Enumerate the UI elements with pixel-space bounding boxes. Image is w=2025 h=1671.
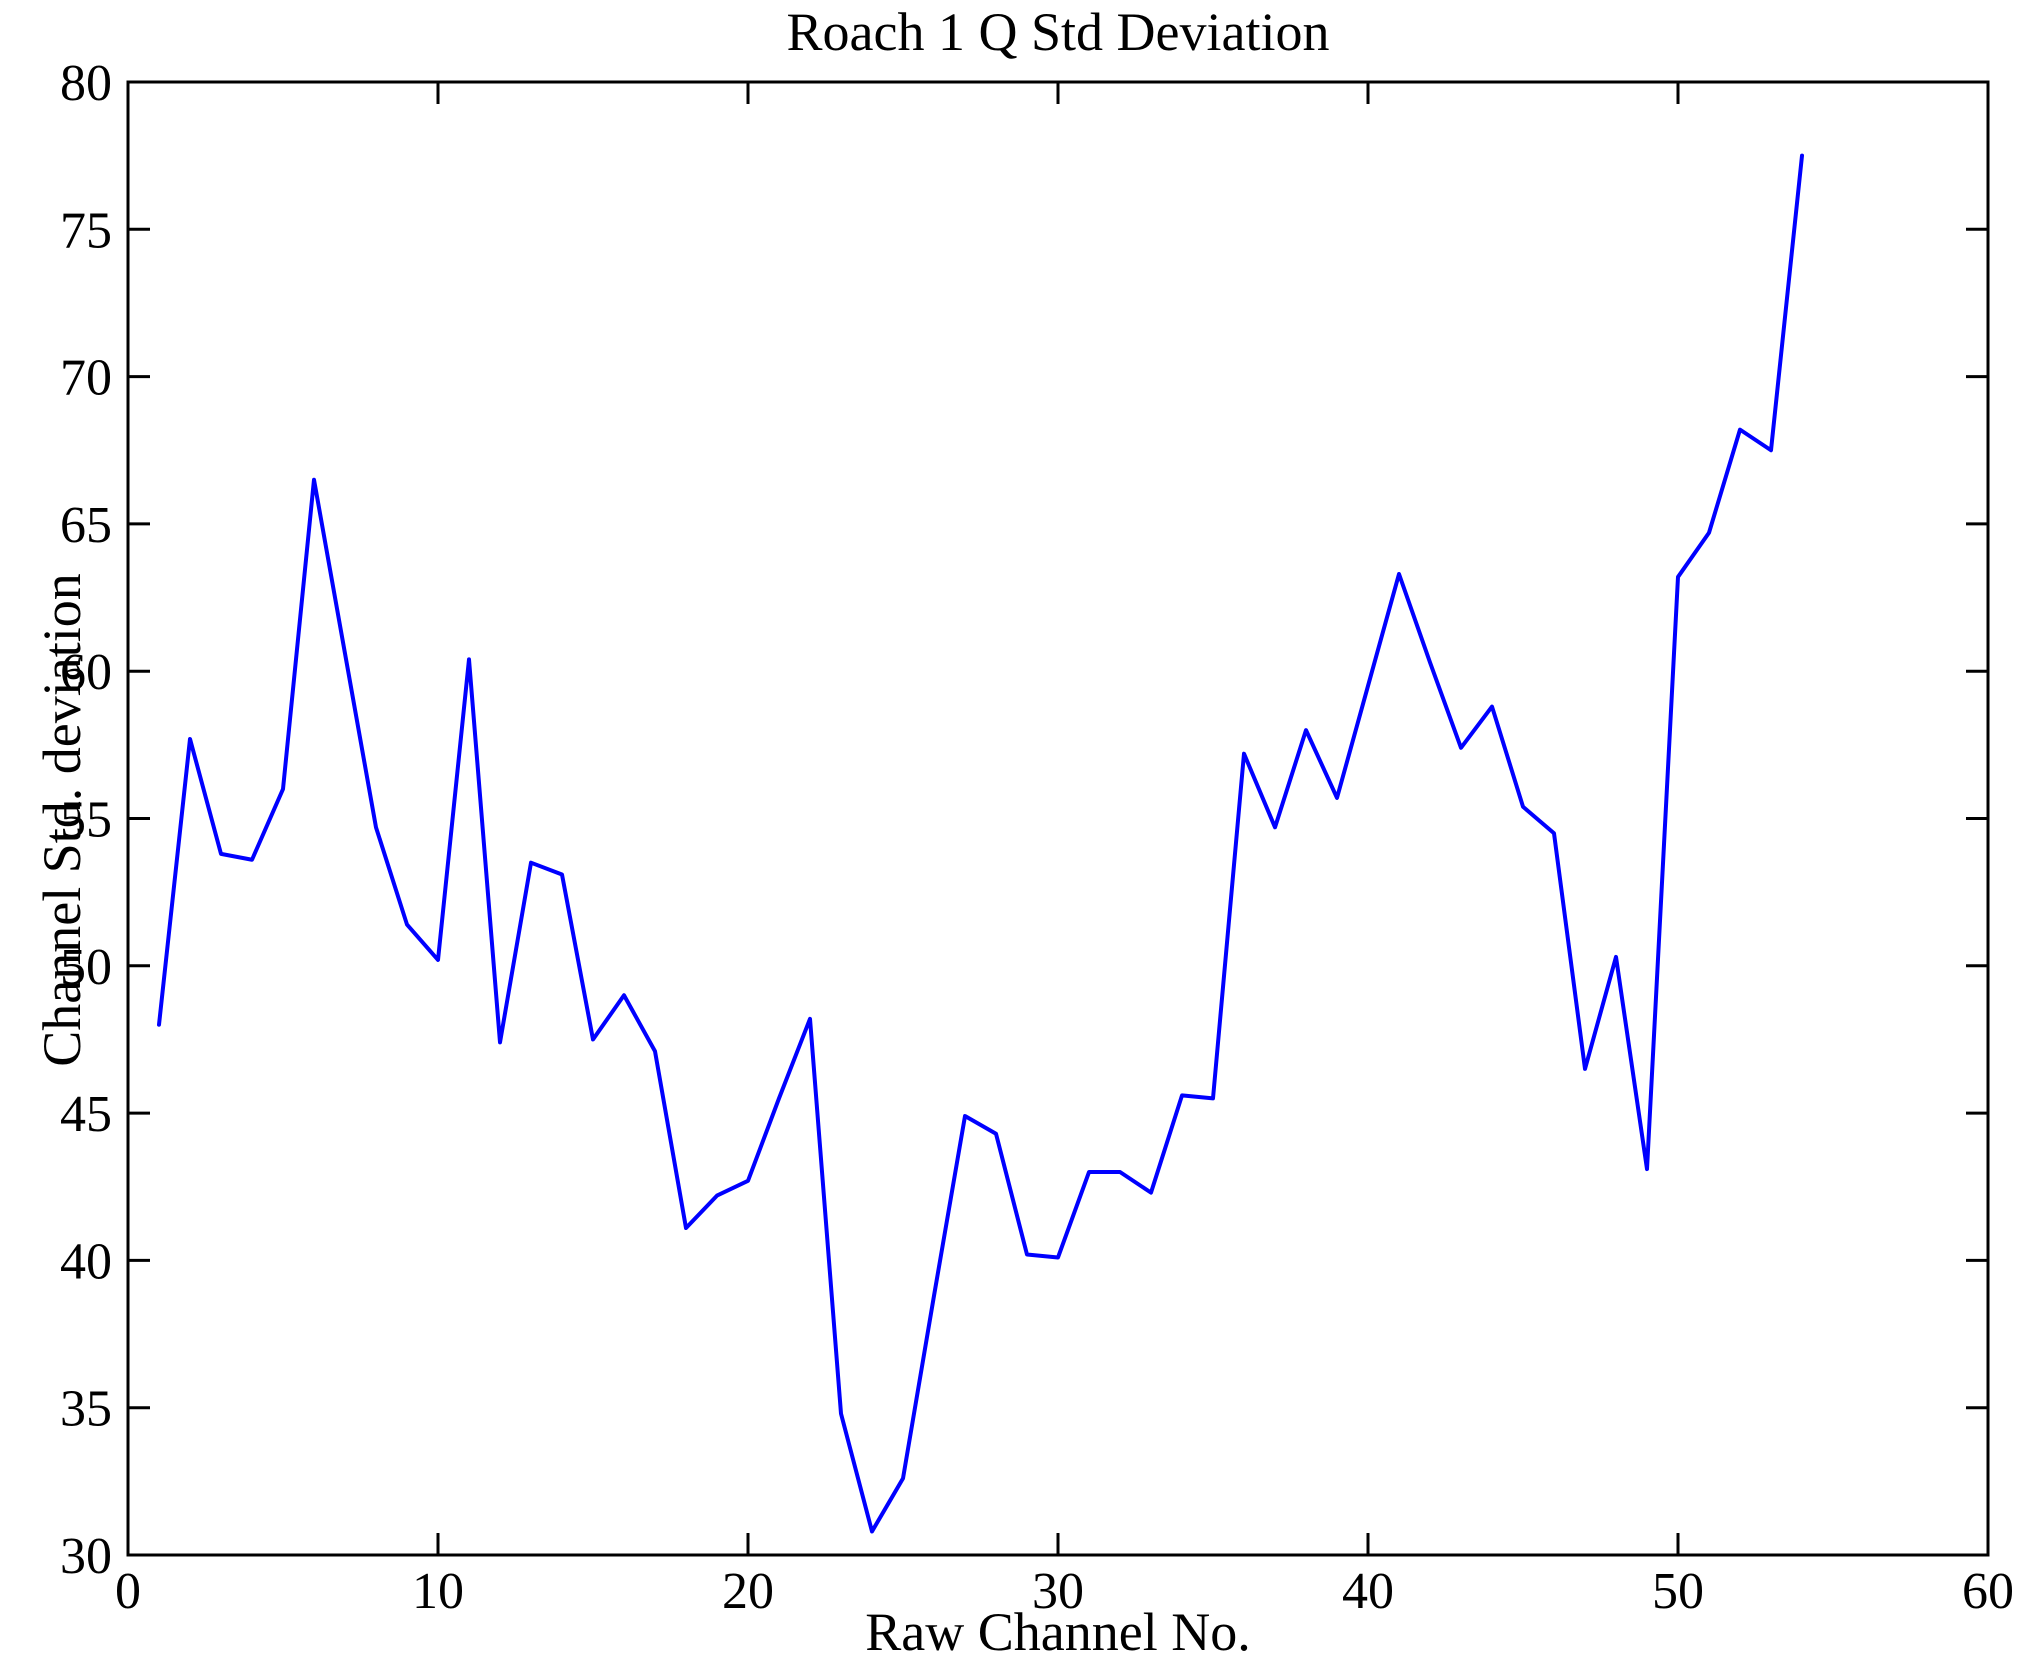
x-tick-label: 10 — [412, 1563, 464, 1620]
y-tick-label: 50 — [60, 939, 112, 996]
x-tick-label: 0 — [115, 1563, 141, 1620]
y-tick-label: 40 — [60, 1233, 112, 1290]
data-line — [157, 153, 1804, 1534]
y-tick-label: 35 — [60, 1381, 112, 1438]
y-tick-label: 60 — [60, 644, 112, 701]
y-tick-label: 80 — [60, 55, 112, 112]
chart-title: Roach 1 Q Std Deviation — [787, 2, 1330, 62]
y-tick-label: 70 — [60, 350, 112, 407]
y-tick-label: 75 — [60, 202, 112, 259]
x-tick-label: 50 — [1652, 1563, 1704, 1620]
y-tick-label: 30 — [60, 1528, 112, 1585]
y-tick-label: 65 — [60, 497, 112, 554]
y-tick-label: 45 — [60, 1086, 112, 1143]
x-tick-label: 40 — [1342, 1563, 1394, 1620]
x-tick-label: 60 — [1962, 1563, 2014, 1620]
y-axis-label: Channel Std. deviation — [32, 573, 92, 1066]
y-tick-label: 55 — [60, 792, 112, 849]
plot-area: 0 10 20 30 40 50 60 30 35 40 45 50 55 60 65 70 75 80 — [60, 55, 2014, 1620]
x-tick-label: 30 — [1032, 1563, 1084, 1620]
x-tick-label: 20 — [722, 1563, 774, 1620]
x-axis-label: Raw Channel No. — [865, 1602, 1250, 1662]
